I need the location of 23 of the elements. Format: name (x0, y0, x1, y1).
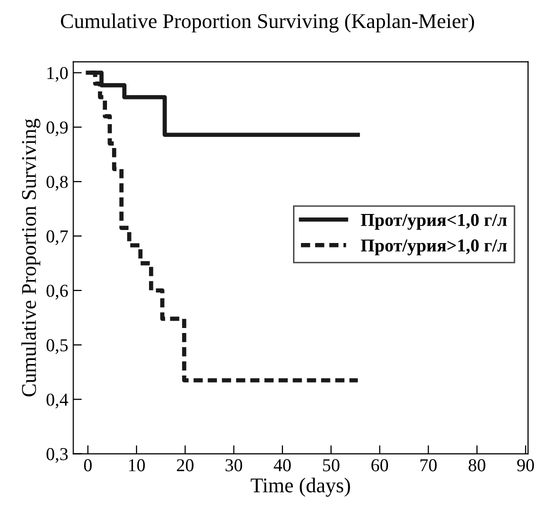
y-axis-title: Cumulative Proportion Surviving (21, 118, 40, 396)
x-tick-label: 90 (517, 459, 534, 472)
x-tick-label: 70 (420, 459, 437, 472)
x-tick-label: 10 (129, 459, 145, 472)
y-tick-label: 0,9 (46, 121, 68, 136)
y-tick-label: 0,6 (46, 284, 68, 300)
legend-label: Прот/урия>1,0 г/л (360, 239, 507, 256)
x-tick-label: 80 (468, 459, 486, 472)
y-tick-label: 1,0 (47, 66, 68, 82)
x-tick-label: 30 (226, 459, 242, 472)
y-tick-label: 0,3 (46, 448, 68, 463)
x-tick-label: 40 (274, 459, 291, 472)
x-tick-label: 60 (371, 459, 388, 472)
y-tick-label: 0,5 (46, 339, 68, 354)
y-tick-label: 0,7 (46, 230, 68, 246)
x-axis-title: Time (days) (250, 478, 350, 497)
y-tick-label: 0,8 (46, 176, 68, 191)
chart-title: Cumulative Proportion Surviving (Kaplan-Meier) (60, 14, 474, 32)
x-tick-label: 50 (323, 459, 340, 472)
x-tick-label: 20 (176, 459, 194, 472)
y-tick-label: 0,4 (46, 394, 68, 408)
x-tick-label: 0 (84, 459, 92, 472)
legend-label: Прот/урия<1,0 г/л (360, 214, 507, 230)
